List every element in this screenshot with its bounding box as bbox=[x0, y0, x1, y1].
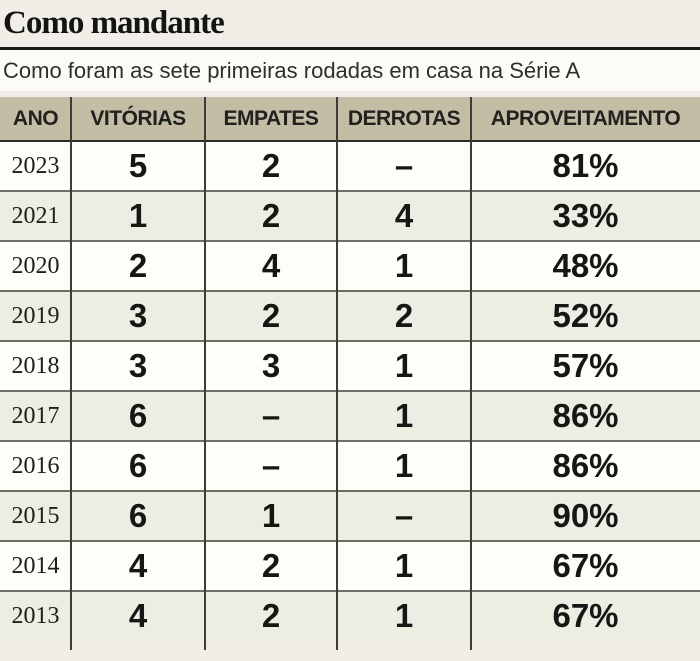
cell-aproveitamento: 86% bbox=[552, 447, 619, 484]
column-header-ano: ANO bbox=[12, 107, 59, 130]
cell-derrotas: 1 bbox=[394, 397, 414, 434]
cell-vitorias: 6 bbox=[128, 497, 148, 534]
cell-empates: 3 bbox=[261, 347, 281, 384]
table-row: 2018 3 3 1 57% bbox=[0, 342, 700, 392]
cell-vitorias: 4 bbox=[128, 597, 148, 634]
cell-aproveitamento: 67% bbox=[552, 547, 619, 584]
cell-aproveitamento: 48% bbox=[552, 247, 619, 284]
cell-derrotas: 1 bbox=[394, 447, 414, 484]
cell-derrotas: – bbox=[394, 147, 414, 184]
cell-vitorias: 6 bbox=[128, 447, 148, 484]
cell-aproveitamento: 52% bbox=[552, 297, 619, 334]
cell-aproveitamento: 33% bbox=[552, 197, 619, 234]
table-row: 2023 5 2 – 81% bbox=[0, 142, 700, 192]
cell-empates: 2 bbox=[261, 597, 281, 634]
cell-year: 2013 bbox=[11, 603, 60, 629]
cell-empates: 2 bbox=[261, 147, 281, 184]
table-body: 2023 5 2 – 81% 2021 1 2 4 33% 2020 2 4 1… bbox=[0, 142, 700, 642]
table-row: 2020 2 4 1 48% bbox=[0, 242, 700, 292]
cell-year: 2019 bbox=[11, 303, 60, 329]
cell-derrotas: 1 bbox=[394, 247, 414, 284]
page-title: Como mandante bbox=[3, 5, 225, 41]
cell-aproveitamento: 57% bbox=[552, 347, 619, 384]
page-subtitle: Como foram as sete primeiras rodadas em … bbox=[3, 58, 581, 83]
cell-aproveitamento: 90% bbox=[552, 497, 619, 534]
cell-year: 2018 bbox=[11, 353, 60, 379]
column-header-derrotas: DERROTAS bbox=[347, 107, 461, 130]
table-row: 2016 6 – 1 86% bbox=[0, 442, 700, 492]
cell-vitorias: 5 bbox=[128, 147, 148, 184]
cell-empates: 2 bbox=[261, 297, 281, 334]
table-row: 2013 4 2 1 67% bbox=[0, 592, 700, 642]
results-table: ANO VITÓRIAS EMPATES DERROTAS APROVEITAM… bbox=[0, 97, 700, 650]
cell-derrotas: 1 bbox=[394, 347, 414, 384]
cell-empates: 2 bbox=[261, 547, 281, 584]
cell-vitorias: 1 bbox=[128, 197, 148, 234]
column-header-empates: EMPATES bbox=[223, 107, 319, 130]
cell-year: 2014 bbox=[11, 553, 60, 579]
table-row: 2017 6 – 1 86% bbox=[0, 392, 700, 442]
cell-year: 2021 bbox=[11, 203, 60, 229]
column-header-vitorias: VITÓRIAS bbox=[90, 107, 186, 130]
cell-empates: 4 bbox=[261, 247, 281, 284]
cell-year: 2017 bbox=[11, 403, 60, 429]
table-row: 2015 6 1 – 90% bbox=[0, 492, 700, 542]
cell-aproveitamento: 81% bbox=[552, 147, 619, 184]
cell-year: 2015 bbox=[11, 503, 60, 529]
cell-derrotas: 2 bbox=[394, 297, 414, 334]
table-header-row: ANO VITÓRIAS EMPATES DERROTAS APROVEITAM… bbox=[0, 97, 700, 142]
cell-vitorias: 2 bbox=[128, 247, 148, 284]
column-divider bbox=[336, 97, 338, 650]
cell-year: 2020 bbox=[11, 253, 60, 279]
cell-year: 2023 bbox=[11, 153, 60, 179]
cell-derrotas: 1 bbox=[394, 597, 414, 634]
cell-empates: 2 bbox=[261, 197, 281, 234]
cell-aproveitamento: 86% bbox=[552, 397, 619, 434]
subtitle-band: Como foram as sete primeiras rodadas em … bbox=[0, 50, 700, 91]
cell-empates: – bbox=[261, 447, 281, 484]
cell-vitorias: 4 bbox=[128, 547, 148, 584]
cell-aproveitamento: 67% bbox=[552, 597, 619, 634]
column-divider bbox=[204, 97, 206, 650]
table-row: 2014 4 2 1 67% bbox=[0, 542, 700, 592]
cell-derrotas: 4 bbox=[394, 197, 414, 234]
cell-derrotas: 1 bbox=[394, 547, 414, 584]
column-divider bbox=[470, 97, 472, 650]
cell-vitorias: 3 bbox=[128, 347, 148, 384]
cell-vitorias: 6 bbox=[128, 397, 148, 434]
cell-derrotas: – bbox=[394, 497, 414, 534]
cell-empates: – bbox=[261, 397, 281, 434]
table-row: 2019 3 2 2 52% bbox=[0, 292, 700, 342]
column-header-aproveitamento: APROVEITAMENTO bbox=[490, 107, 681, 130]
column-divider bbox=[70, 97, 72, 650]
cell-empates: 1 bbox=[261, 497, 281, 534]
cell-vitorias: 3 bbox=[128, 297, 148, 334]
title-rule bbox=[0, 47, 700, 50]
cell-year: 2016 bbox=[11, 453, 60, 479]
table-row: 2021 1 2 4 33% bbox=[0, 192, 700, 242]
